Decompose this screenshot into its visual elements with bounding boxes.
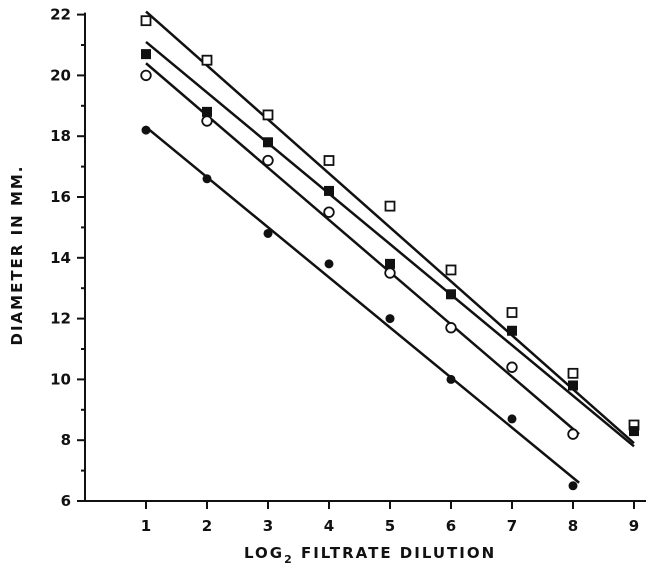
fit-line-open-square — [145, 10, 635, 445]
y-tick-label: 8 — [61, 431, 71, 449]
data-point-open-square — [567, 367, 579, 379]
data-point-open-circle — [323, 206, 335, 218]
data-point-filled-square — [141, 49, 151, 60]
data-point-filled-circle — [202, 174, 212, 184]
data-point-open-square — [323, 155, 335, 166]
x-tick-label: 2 — [202, 517, 212, 535]
data-point-open-square — [506, 307, 518, 318]
fit-line-open-circle — [145, 62, 580, 436]
data-point-open-circle — [384, 267, 396, 279]
x-tick-label: 9 — [629, 517, 639, 535]
fit-lines — [145, 10, 635, 484]
x-tick-label: 5 — [385, 517, 395, 535]
y-tick-label: 10 — [50, 370, 71, 388]
x-tick-label: 1 — [141, 517, 151, 535]
data-points — [140, 15, 640, 491]
data-point-filled-square — [629, 426, 639, 437]
data-point-filled-square — [324, 185, 334, 196]
x-tick-label: 4 — [324, 517, 334, 535]
data-point-filled-circle — [141, 125, 151, 135]
x-tick-label: 6 — [446, 517, 456, 535]
x-axis-title: LOG2 FILTRATE DILUTION — [244, 544, 496, 566]
data-point-open-square — [445, 264, 457, 276]
x-tick-label: 7 — [507, 517, 517, 535]
data-point-filled-circle — [385, 314, 395, 324]
data-point-open-circle — [262, 154, 274, 167]
data-point-filled-square — [202, 106, 212, 117]
data-point-open-square — [201, 54, 213, 66]
data-point-filled-circle — [263, 228, 273, 238]
data-point-open-circle — [445, 322, 457, 334]
x-tick-label: 3 — [263, 517, 273, 535]
data-point-filled-square — [385, 258, 395, 269]
y-tick-label: 16 — [50, 188, 71, 206]
data-point-open-square — [384, 200, 396, 212]
data-point-filled-circle — [507, 414, 517, 424]
y-axis-title: DIAMETER IN MM. — [8, 165, 26, 346]
y-tick-label: 6 — [61, 492, 71, 510]
data-point-filled-square — [507, 325, 517, 336]
data-point-filled-circle — [446, 374, 456, 384]
axes — [77, 12, 646, 509]
data-point-open-circle — [201, 115, 213, 127]
y-tick-label: 18 — [50, 127, 71, 145]
data-point-open-square — [262, 109, 274, 121]
x-tick-label: 8 — [568, 517, 578, 535]
data-point-filled-square — [446, 289, 456, 300]
y-tick-label: 22 — [50, 6, 71, 24]
data-point-open-circle — [506, 361, 518, 373]
data-point-filled-circle — [324, 259, 334, 269]
data-point-filled-circle — [568, 481, 578, 491]
fit-line-filled-square — [145, 40, 635, 448]
y-tick-label: 20 — [50, 66, 71, 84]
data-point-open-square — [140, 15, 152, 27]
y-tick-label: 14 — [50, 249, 71, 267]
data-point-filled-square — [568, 380, 578, 391]
data-point-filled-square — [263, 137, 273, 148]
data-point-open-circle — [140, 69, 152, 82]
fit-line-filled-circle — [145, 126, 580, 484]
y-tick-label: 12 — [50, 310, 71, 328]
data-point-open-circle — [567, 428, 579, 440]
